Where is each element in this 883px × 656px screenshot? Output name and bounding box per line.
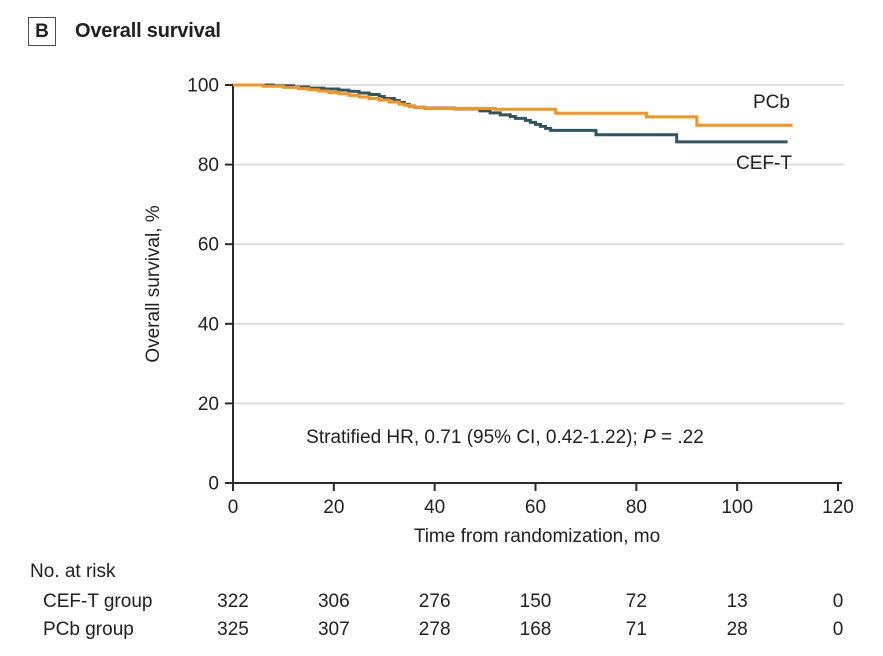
risk-table-heading: No. at risk: [30, 561, 116, 582]
x-tick-label-0: 0: [228, 497, 239, 518]
x-tick-label-100: 100: [721, 497, 753, 518]
km-curve-pcb: [233, 83, 793, 127]
annotation-prefix: Stratified HR, 0.71 (95% CI, 0.42-1.22);: [306, 427, 644, 448]
risk-value: 307: [317, 619, 350, 640]
y-tick-label-100: 100: [187, 76, 219, 97]
y-tick-label-80: 80: [198, 155, 219, 176]
risk-value: 13: [726, 591, 748, 612]
risk-value: 0: [832, 619, 844, 640]
hazard-ratio-annotation: Stratified HR, 0.71 (95% CI, 0.42-1.22);…: [306, 427, 704, 449]
x-tick-label-120: 120: [822, 497, 854, 518]
annotation-p-value: = .22: [655, 427, 704, 448]
x-tick-label-40: 40: [424, 497, 445, 518]
risk-value: 150: [519, 591, 552, 612]
curve-label-pcb: PCb: [753, 92, 790, 113]
risk-value: 306: [317, 591, 350, 612]
risk-value: 168: [519, 619, 552, 640]
km-curve-cef-t: [233, 83, 788, 144]
x-axis-title: Time from randomization, mo: [413, 526, 661, 547]
x-tick-label-20: 20: [323, 497, 344, 518]
risk-value: 28: [726, 619, 748, 640]
risk-value: 276: [418, 591, 451, 612]
x-tick-label-60: 60: [525, 497, 546, 518]
y-tick-label-60: 60: [198, 235, 219, 256]
risk-value: 71: [625, 619, 647, 640]
y-axis-title: Overall survival, %: [143, 205, 164, 363]
risk-row-label-cef-t: CEF-T group: [43, 591, 153, 612]
risk-value: 325: [217, 619, 249, 640]
y-tick-label-0: 0: [208, 474, 219, 495]
y-tick-label-20: 20: [198, 394, 219, 415]
x-tick-label-80: 80: [626, 497, 647, 518]
risk-value: 0: [832, 591, 844, 612]
risk-value: 278: [418, 619, 451, 640]
y-tick-label-40: 40: [198, 314, 219, 335]
figure-title: Overall survival: [75, 20, 221, 42]
risk-value: 72: [625, 591, 647, 612]
panel-letter-badge: B: [28, 17, 56, 46]
risk-value: 322: [217, 591, 249, 612]
risk-row-label-pcb: PCb group: [43, 619, 134, 640]
curve-label-cef-t: CEF-T: [736, 153, 792, 174]
annotation-p-label: P: [643, 427, 656, 448]
